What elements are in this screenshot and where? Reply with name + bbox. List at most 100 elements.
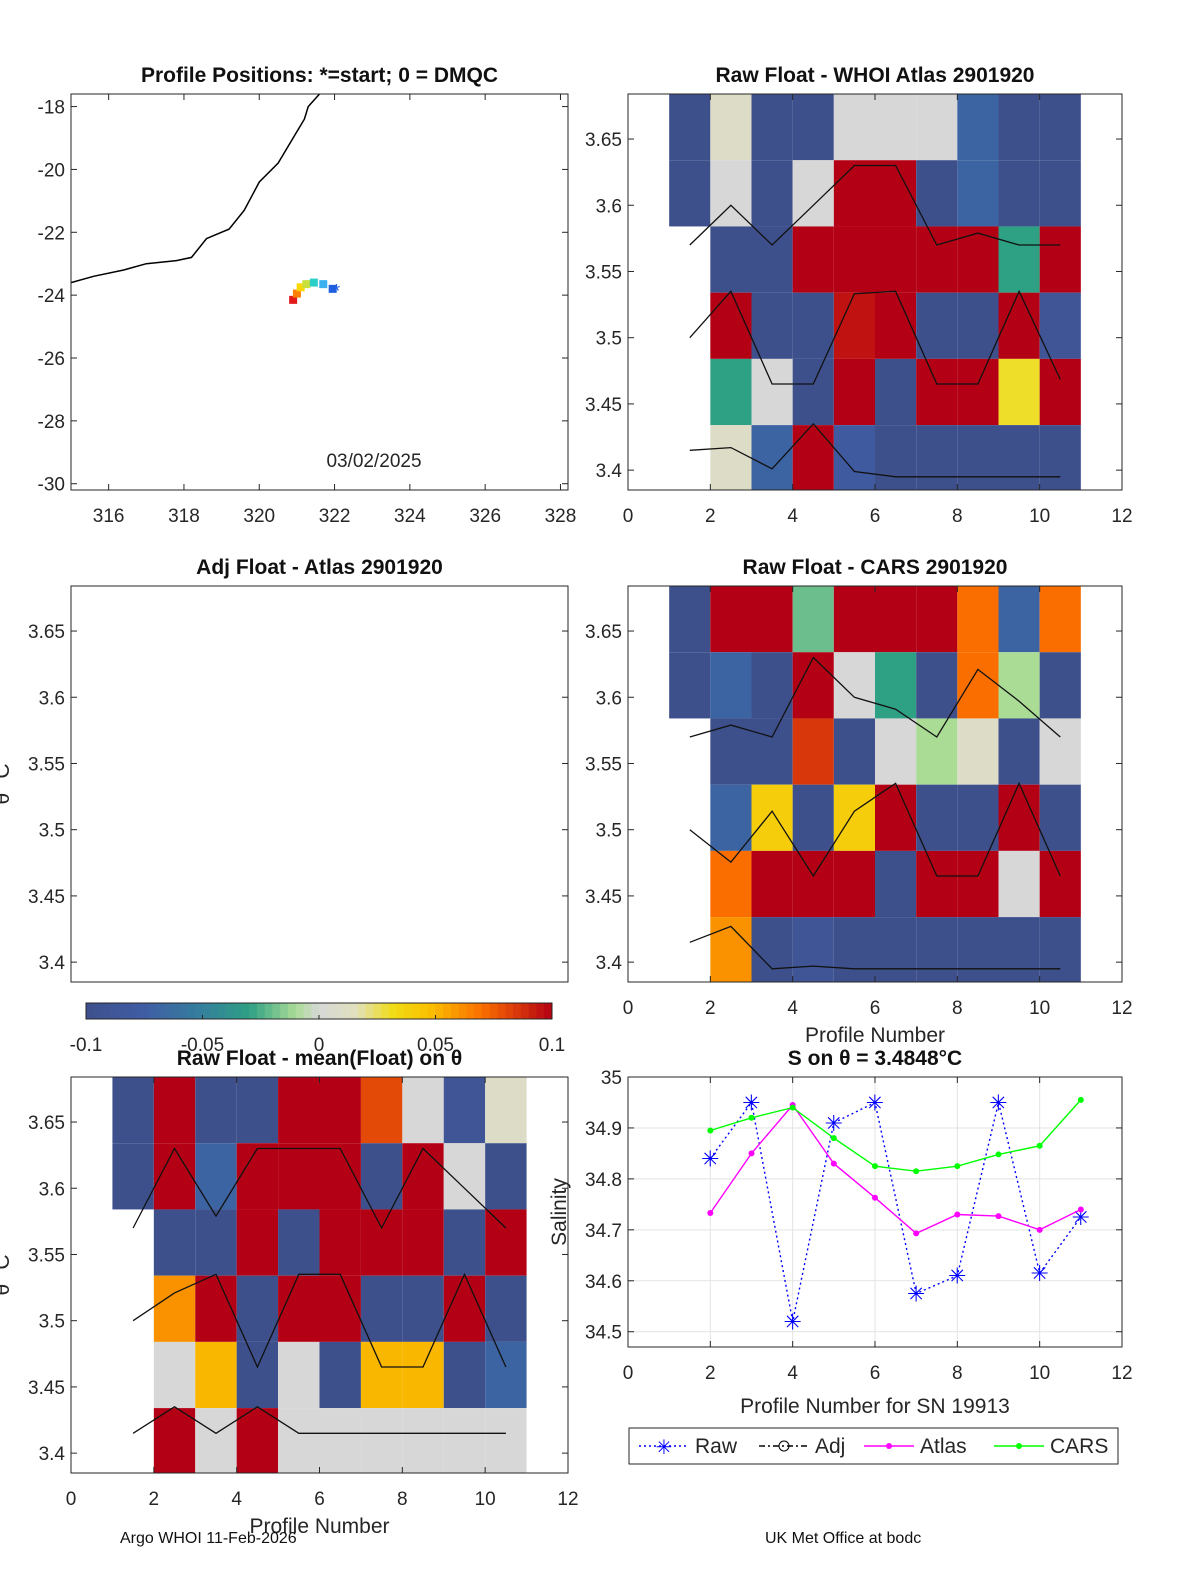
heatmap-cell (278, 1341, 320, 1409)
heatmap-cell (710, 358, 752, 426)
colorbar-segment (93, 1003, 103, 1019)
heatmap-cell (916, 652, 958, 719)
heatmap-cell (751, 226, 793, 293)
series-point-atlas (1077, 1206, 1084, 1213)
profile-position-marker (292, 289, 301, 298)
heatmap-cell (1039, 652, 1081, 719)
heatmap-cell (1039, 226, 1081, 293)
heatmap-cell (998, 586, 1040, 653)
heatmap-cell (957, 917, 999, 982)
colorbar-segment (202, 1003, 211, 1019)
y-tick-label: 3.45 (585, 395, 622, 416)
heatmap-cell (195, 1275, 237, 1342)
heatmap-cell (751, 292, 793, 359)
x-tick-label: 324 (394, 506, 426, 527)
x-tick-label: 328 (545, 506, 577, 527)
heatmap-cell (278, 1408, 320, 1473)
heatmap-cell (916, 784, 958, 851)
y-tick-label: -24 (38, 286, 66, 307)
colorbar-segment (295, 1003, 304, 1019)
y-tick-label: 3.6 (596, 688, 622, 709)
colorbar-segment (218, 1003, 227, 1019)
heatmap-cell (998, 94, 1040, 161)
panel-title: S on θ = 3.4848°C (788, 1047, 962, 1070)
heatmap-cell (360, 1077, 403, 1144)
y-tick-label: -28 (38, 412, 65, 433)
heatmap-cell (443, 1077, 486, 1144)
series-point-atlas (1036, 1226, 1043, 1233)
heatmap-cell (751, 425, 793, 490)
colorbar-segment (249, 1003, 258, 1019)
heatmap-cell (236, 1143, 279, 1210)
colorbar-segment (163, 1003, 172, 1019)
y-tick-label: 3.65 (28, 622, 65, 643)
x-tick-label: 8 (952, 1363, 963, 1384)
heatmap-cell (443, 1209, 486, 1276)
colorbar-segment (132, 1003, 141, 1019)
heatmap-cell (751, 917, 793, 982)
x-tick-label: 0 (623, 506, 634, 527)
y-tick-label: 3.55 (28, 1245, 65, 1266)
legend-label-atlas: Atlas (920, 1435, 967, 1458)
heatmap-cell (485, 1275, 527, 1342)
heatmap-cell (1039, 917, 1081, 982)
x-tick-label: 6 (870, 506, 881, 527)
heatmap-cell (485, 1077, 527, 1144)
heatmap-cell (236, 1209, 279, 1276)
x-tick-label: 4 (787, 1363, 798, 1384)
series-point-cars (707, 1127, 714, 1134)
heatmap-cell (833, 784, 875, 851)
y-axis-label: θ °C (0, 1254, 14, 1295)
colorbar-segment (280, 1003, 289, 1019)
x-axis-label: Profile Number for SN 19913 (740, 1395, 1010, 1418)
footer-left: Argo WHOI 11-Feb-2026 (120, 1530, 297, 1547)
colorbar-segment (241, 1003, 250, 1019)
series-point-raw: ✳ (701, 1148, 719, 1173)
colorbar-segment (101, 1003, 110, 1019)
raw-float-atlas-panel: Raw Float - WHOI Atlas 2901920 0 2 4 6 8 10 12 3… (585, 64, 1133, 527)
x-tick-label: 12 (1111, 1363, 1132, 1384)
heatmap-cell (710, 586, 752, 653)
colorbar-segment (155, 1003, 165, 1019)
colorbar-tick-label: 0 (314, 1035, 325, 1056)
colorbar-segment (186, 1003, 196, 1019)
x-axis-label: Profile Number (805, 1024, 945, 1047)
x-tick-label: 12 (557, 1489, 578, 1510)
series-point-raw: ✳ (866, 1091, 884, 1116)
heatmap-cell (278, 1077, 320, 1144)
colorbar-segment (520, 1003, 530, 1019)
y-tick-label: 3.65 (585, 622, 622, 643)
colorbar-segment (256, 1003, 266, 1019)
contour-line (689, 289, 1061, 385)
y-tick-label: -22 (38, 223, 65, 244)
heatmap-cell (957, 652, 999, 719)
colorbar-segment (451, 1003, 460, 1019)
heatmap-cell (833, 292, 875, 359)
profile-position-marker (309, 278, 318, 287)
y-tick-label: 3.55 (585, 754, 622, 775)
colorbar-segment (342, 1003, 351, 1019)
y-tick-label: -18 (38, 98, 65, 119)
colorbar-segment (497, 1003, 506, 1019)
heatmap-cell (998, 917, 1040, 982)
heatmap-cell (1039, 425, 1081, 490)
heatmap-cell (1039, 292, 1081, 359)
raw-float-cars-panel: Raw Float - CARS 2901920 0 2 4 6 8 10 12 3.4 3.45… (585, 556, 1133, 1047)
heatmap-cell (875, 358, 917, 426)
colorbar-segment (303, 1003, 312, 1019)
axes-frame (70, 585, 569, 983)
x-tick-label: 4 (231, 1489, 242, 1510)
heatmap-cell (153, 1408, 196, 1473)
heatmap-cell (751, 586, 793, 653)
colorbar-segment (404, 1003, 413, 1019)
heatmap-cell (1039, 850, 1081, 918)
heatmap-cell (998, 652, 1040, 719)
colorbar-segment (148, 1003, 157, 1019)
heatmap-cell (957, 850, 999, 918)
heatmap-cell (278, 1209, 320, 1276)
heatmap-cell (1039, 94, 1081, 161)
heatmap-cell (792, 718, 834, 785)
heatmap-cell (916, 292, 958, 359)
heatmap-cell (792, 226, 834, 293)
